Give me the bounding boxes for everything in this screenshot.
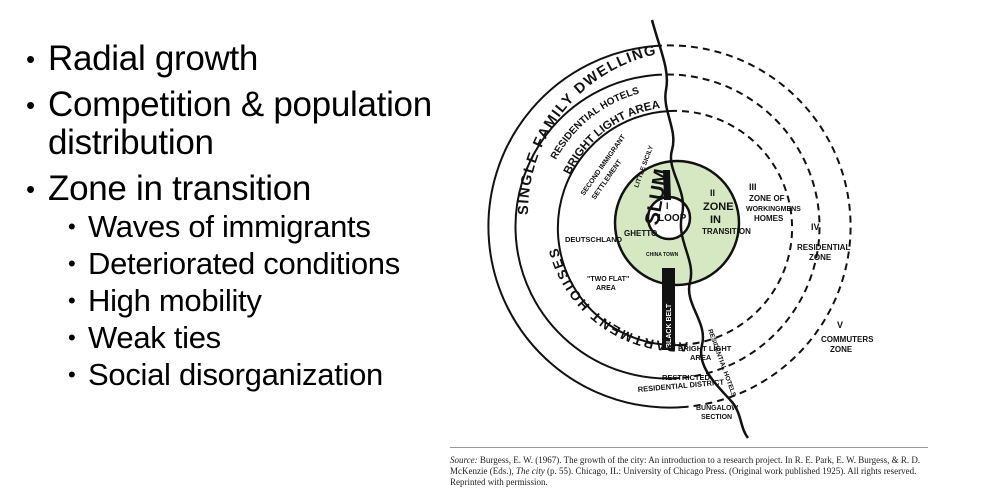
concentric-zone-diagram: BLACK BELT SINGLE FAMILY DWELLINGS RESID… [434,0,982,440]
bullet-list: • Radial growth • Competition & population… [26,40,456,393]
source-text: Burgess, E. W. (1967). The growth of the… [450,455,921,476]
lake-shoreline [650,19,750,439]
zone-3-number: III [749,182,757,192]
little-sicily-mark [663,170,671,200]
zone-4-number: IV [811,222,820,232]
bullet-item: • Competition & population distribution [26,86,456,162]
deutschland-label: DEUTSCHLAND [565,235,623,244]
bullet-dot: • [68,325,76,350]
zone-5-ring-dashed [654,44,852,408]
bullet-dot: • [26,90,35,120]
source-label: Source: [450,455,478,465]
zone-4-ring [514,74,681,380]
sub-bullet-text: Weak ties [88,320,221,355]
zone-3-name-a: ZONE OF [749,194,785,203]
zone-4-name-b: ZONE [809,253,832,262]
bungalow-label-b: SECTION [701,414,732,421]
zone-3-ring [556,110,681,347]
source-book: The city [515,466,545,476]
zone-3-name-c: HOMES [754,214,784,223]
two-flat-label: "TWO FLAT" [587,276,629,283]
zone-3-name-b: WORKINGMENS [746,206,801,213]
bullet-dot: • [68,214,76,239]
source-tail: (p. 55). Chicago, IL: University of Chic… [450,466,917,487]
zone-4-name-a: RESIDENTIAL [797,243,850,252]
sub-bullet-item: • Waves of immigrants [68,208,456,245]
bullet-item: • Zone in transition [26,170,456,208]
sub-bullet-item: • Deteriorated conditions [68,245,456,282]
bullet-dot: • [68,251,76,276]
zone-2-name-a: ZONE [703,201,734,213]
bright-light-lower-a: BRIGHT LIGHT [678,344,732,353]
bullet-text: Zone in transition [48,169,312,208]
bungalow-label-a: BUNGALOW [696,405,738,412]
black-belt [662,268,675,350]
bright-light-lower-b: AREA [690,353,712,362]
sub-bullet-text: Deteriorated conditions [88,246,400,281]
sub-bullet-item: • Weak ties [68,319,456,356]
bullet-text: Radial growth [48,39,259,78]
source-citation: Source: Burgess, E. W. (1967). The growt… [450,455,935,488]
sub-bullet-text: High mobility [88,283,262,318]
sub-bullet-text: Waves of immigrants [88,209,371,244]
zone-1-number: I [666,201,669,211]
zone-5-name-a: COMMUTERS [821,335,874,344]
restricted-label-a: RESTRICTED [662,373,711,382]
sub-bullet-item: • High mobility [68,282,456,319]
bullet-dot: • [68,362,76,387]
sub-bullet-text: Social disorganization [88,357,383,392]
bullet-dot: • [68,288,76,313]
zone-2-name-b: IN [710,214,721,226]
bullet-item: • Radial growth [26,40,456,78]
bullet-text: Competition & population distribution [48,85,432,162]
chinatown-label: CHINA TOWN [646,252,679,258]
black-belt-label: BLACK BELT [666,303,673,348]
zone-2-number: II [710,188,715,198]
zone-3-ring-dashed [669,109,794,346]
bullet-dot: • [26,174,35,204]
bullet-dot: • [26,44,35,74]
zone-5-name-b: ZONE [830,345,853,354]
zone-5-ring [487,45,685,409]
ghetto-label: GHETTO [624,229,657,238]
zone-4-ring-dashed [654,73,821,379]
zone-5-number: V [837,320,843,330]
sub-bullet-item: • Social disorganization [68,356,456,393]
zone-1-name: LOOP [658,213,687,224]
two-flat-area-label: AREA [596,285,616,292]
source-divider [450,447,928,448]
zone-2-name-c: TRANSITION [702,227,751,236]
